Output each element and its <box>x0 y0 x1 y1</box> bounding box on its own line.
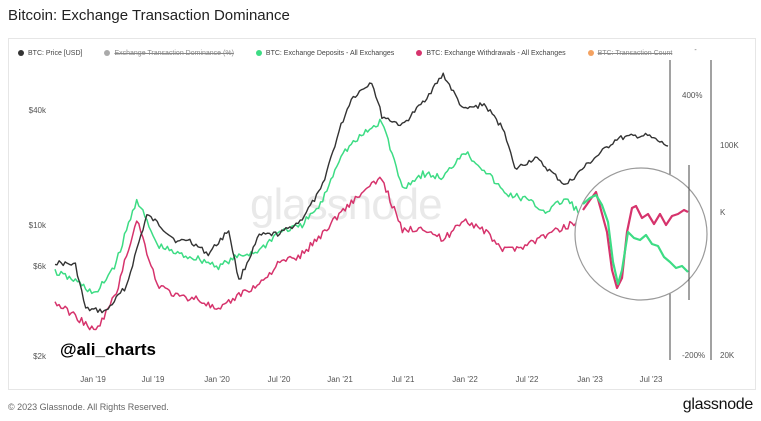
legend-dot-icon <box>416 50 423 56</box>
x-tick-label: Jul '19 <box>142 375 165 384</box>
brand-logo: glassnode <box>682 396 754 413</box>
legend-item-withdrawals[interactable]: BTC: Exchange Withdrawals - All Exchange… <box>416 47 566 59</box>
legend-label: BTC: Exchange Deposits - All Exchanges <box>265 49 395 57</box>
zoom-line-withdrawals <box>582 190 689 290</box>
y-right-tick-label: 20K <box>720 351 735 360</box>
legend-trailing: - <box>694 47 697 54</box>
legend-label: BTC: Transaction Count <box>597 49 673 57</box>
series-line-deposits <box>54 118 669 295</box>
y-left-tick-label: $40k <box>29 106 47 115</box>
y-right-tick-label: 100K <box>720 141 739 150</box>
x-tick-label: Jan '22 <box>452 375 478 384</box>
y-left-tick-label: $6k <box>33 262 47 271</box>
legend-dot-icon <box>18 50 24 56</box>
zoom-lens <box>574 167 708 301</box>
y-mid-tick-label: -200% <box>682 351 705 360</box>
author-handle: @ali_charts <box>60 340 156 359</box>
legend-dot-icon <box>255 50 262 56</box>
y-left-tick-label: $10k <box>29 221 47 230</box>
legend-label: BTC: Price [USD] <box>28 49 83 57</box>
copyright: © 2023 Glassnode. All Rights Reserved. <box>8 402 169 412</box>
x-tick-label: Jul '22 <box>516 375 539 384</box>
y-left-tick-label: $2k <box>33 352 47 361</box>
x-tick-label: Jan '19 <box>80 375 106 384</box>
zoom-line-deposits <box>582 193 689 286</box>
y-mid-tick-label: 400% <box>682 91 702 100</box>
legend-item-dominance[interactable]: Exchange Transaction Dominance (%) <box>104 47 234 59</box>
legend-item-tx-count[interactable]: BTC: Transaction Count <box>587 47 673 59</box>
series-line-price <box>54 72 669 314</box>
legend-label: Exchange Transaction Dominance (%) <box>114 49 234 57</box>
legend-dot-icon <box>104 50 111 56</box>
legend-label: BTC: Exchange Withdrawals - All Exchange… <box>426 49 566 57</box>
series-line-withdrawals <box>54 176 669 331</box>
x-tick-label: Jul '20 <box>268 375 291 384</box>
legend-item-price[interactable]: BTC: Price [USD] <box>18 47 82 59</box>
x-tick-label: Jan '21 <box>327 375 353 384</box>
legend: BTC: Price [USD] Exchange Transaction Do… <box>18 47 697 59</box>
x-tick-label: Jul '23 <box>640 375 663 384</box>
y-right-tick-label: K <box>720 208 726 217</box>
x-tick-label: Jan '20 <box>204 375 230 384</box>
x-tick-label: Jul '21 <box>392 375 415 384</box>
legend-dot-icon <box>587 50 594 56</box>
x-tick-label: Jan '23 <box>577 375 603 384</box>
legend-item-deposits[interactable]: BTC: Exchange Deposits - All Exchanges <box>255 47 395 59</box>
page-title: Bitcoin: Exchange Transaction Dominance <box>8 7 290 24</box>
